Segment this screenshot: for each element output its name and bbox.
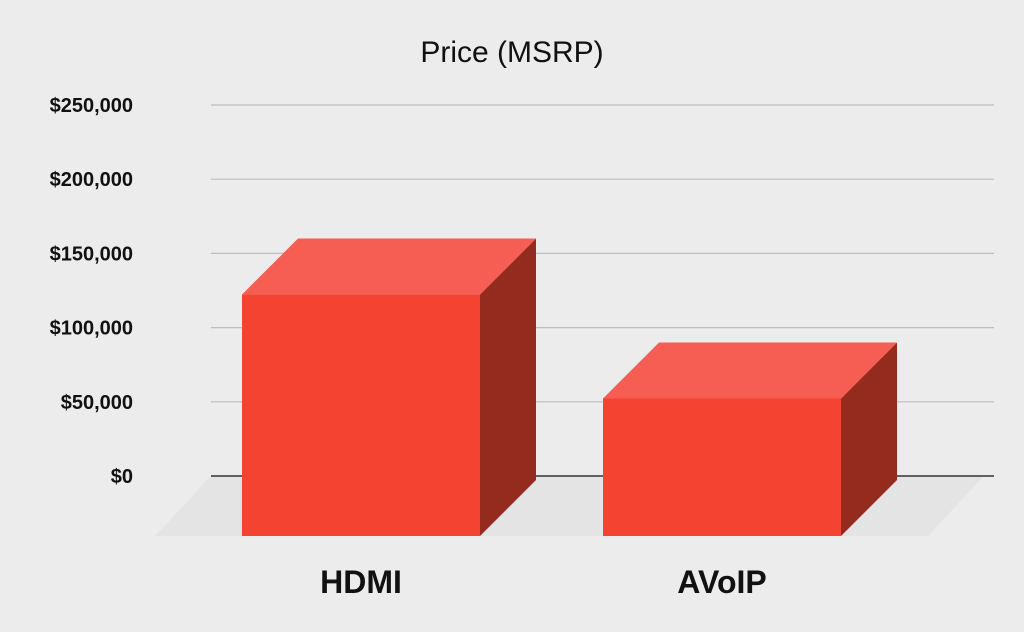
y-tick-label: $250,000 xyxy=(50,95,133,117)
bar-avoip xyxy=(603,342,897,536)
bar-hdmi xyxy=(242,238,536,536)
chart-title: Price (MSRP) xyxy=(420,36,603,69)
x-tick-label: HDMI xyxy=(320,564,402,600)
bar-side-face xyxy=(841,342,897,536)
bar-front-face xyxy=(603,398,841,536)
bar-top-face xyxy=(603,342,897,399)
y-tick-label: $100,000 xyxy=(50,318,133,340)
bar-top-face xyxy=(242,238,536,295)
y-tick-label: $0 xyxy=(111,466,133,488)
bar-front-face xyxy=(242,294,480,536)
y-tick-label: $150,000 xyxy=(50,243,133,265)
x-tick-label: AVoIP xyxy=(677,564,766,600)
bar-side-face xyxy=(480,238,536,536)
y-tick-label: $200,000 xyxy=(50,169,133,191)
y-tick-label: $50,000 xyxy=(61,392,133,414)
